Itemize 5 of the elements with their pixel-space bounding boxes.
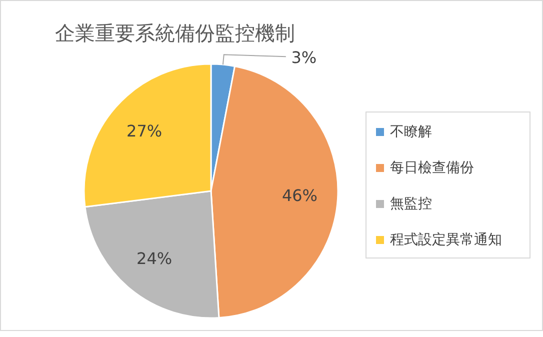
legend-label: 每日檢查備份: [390, 160, 474, 176]
title: 企業重要系統備份監控機制: [55, 21, 295, 45]
legend-label: 不瞭解: [390, 124, 432, 140]
legend-label: 無監控: [390, 196, 432, 212]
legend-label: 程式設定異常通知: [390, 232, 502, 248]
